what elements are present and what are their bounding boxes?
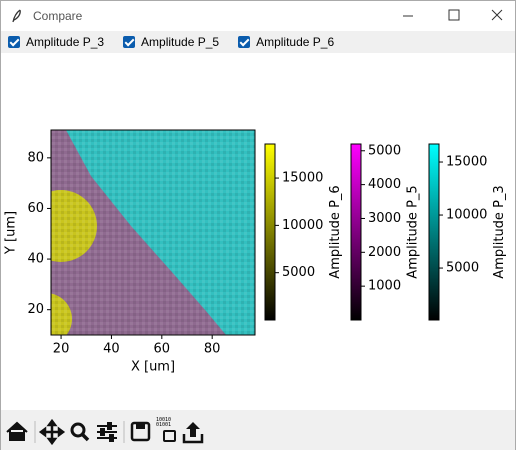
colorbar-tick-label: 10000 [446, 208, 487, 223]
colorbar-tick-label: 5000 [368, 143, 401, 158]
save-button[interactable] [130, 421, 151, 442]
colorbar-label: Amplitude P_5 [406, 185, 421, 278]
y-axis-label: Y [um] [4, 211, 19, 255]
app-icon [12, 9, 21, 23]
title-bar: Compare [1, 1, 515, 31]
colorbar-tick-label: 15000 [446, 155, 487, 170]
colorbar-tick-label: 5000 [282, 265, 315, 280]
y-tick-label: 20 [27, 302, 44, 317]
checkbox-box[interactable] [123, 36, 136, 48]
x-tick-label: 60 [154, 342, 171, 357]
colorbar-tick-label: 2000 [368, 245, 401, 260]
configure-button[interactable] [97, 422, 117, 442]
y-tick-label: 60 [27, 201, 44, 216]
colorbar-label: Amplitude P_6 [328, 185, 343, 278]
figure: 20 40 60 80 20 40 60 80 X [um] Y [um] 5000 10000 15… [4, 129, 507, 375]
axes: 20 40 60 80 20 40 60 80 X [um] Y [um] [4, 150, 221, 374]
checkbox-box[interactable] [8, 36, 20, 48]
y-tick-label: 40 [27, 252, 44, 267]
x-axis-label: X [um] [131, 360, 175, 375]
svg-text:10010: 10010 [156, 417, 171, 423]
y-tick-label: 80 [27, 150, 44, 165]
checkbox-box[interactable] [238, 36, 251, 48]
checkbox[interactable]: Amplitude P_3 [8, 35, 104, 49]
export-button[interactable] [182, 422, 204, 444]
window-title: Compare [33, 9, 83, 23]
checkbox[interactable]: Amplitude P_6 [238, 35, 334, 49]
colorbar [428, 143, 440, 321]
x-tick-label: 20 [53, 342, 70, 357]
colorbar [264, 143, 276, 321]
x-tick-label: 40 [103, 342, 120, 357]
checkbox-label[interactable]: Amplitude P_3 [26, 35, 105, 49]
checkbox-bar: Amplitude P_3 Amplitude P_5 Amplitude P_6 [1, 31, 515, 53]
pan-button[interactable] [38, 418, 66, 446]
colorbars: 5000 10000 15000 Amplitude P_6 1000 2000 3000 4… [264, 143, 507, 321]
svg-text:01001: 01001 [156, 422, 171, 428]
colorbar-tick-label: 1000 [368, 279, 401, 294]
colorbar-tick-label: 10000 [282, 218, 323, 233]
checkbox-label[interactable]: Amplitude P_6 [256, 35, 335, 49]
close[interactable] [491, 9, 503, 21]
colorbar-tick-label: 15000 [282, 171, 323, 186]
checkbox[interactable]: Amplitude P_5 [123, 35, 219, 49]
image [51, 130, 255, 335]
colorbar [350, 143, 362, 321]
checkbox-label[interactable]: Amplitude P_5 [141, 35, 220, 49]
x-tick-label: 80 [204, 342, 221, 357]
colorbar-tick-label: 5000 [446, 261, 479, 276]
colorbar-tick-label: 4000 [368, 177, 401, 192]
colorbar-label: Amplitude P_3 [492, 185, 507, 278]
maximize[interactable] [448, 9, 460, 21]
axes-frame [50, 129, 256, 336]
window-controls [403, 9, 503, 21]
colorbar-tick-label: 3000 [368, 211, 401, 226]
zoom-button[interactable] [70, 422, 90, 442]
toolbar: 10010 01001 [1, 410, 515, 450]
home-button[interactable] [6, 421, 28, 441]
